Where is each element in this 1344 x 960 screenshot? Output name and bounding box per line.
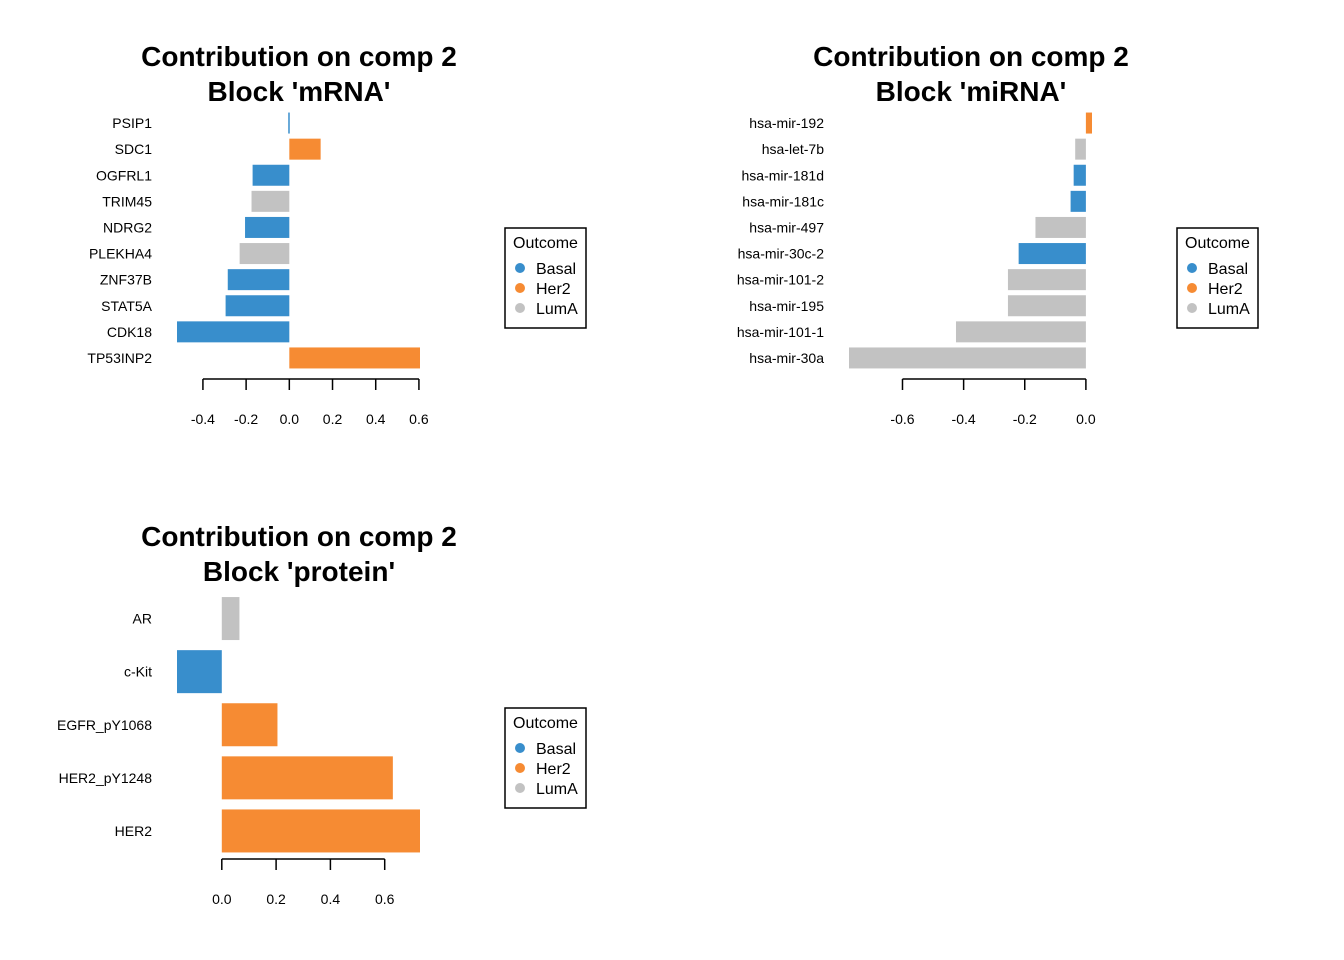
bar-TRIM45 — [251, 190, 290, 212]
legend-label: LumA — [1208, 301, 1250, 318]
bar-hsa-let-7b — [1075, 138, 1086, 160]
bar-HER2 — [221, 809, 420, 853]
x-tick-label: 0.0 — [212, 891, 232, 907]
bar-EGFR_pY1068 — [221, 703, 278, 747]
bar-hsa-mir-181c — [1070, 190, 1086, 212]
legend-label: Her2 — [536, 761, 571, 778]
bar-c-Kit — [177, 650, 222, 694]
category-label: CDK18 — [107, 324, 152, 340]
legend-label: LumA — [536, 781, 578, 798]
bar-AR — [221, 597, 240, 641]
legend-title: Outcome — [513, 235, 578, 252]
bar-ZNF37B — [227, 269, 290, 291]
x-tick-label: 0.2 — [266, 891, 286, 907]
x-tick-label: -0.4 — [191, 411, 215, 427]
category-label: hsa-mir-30a — [749, 350, 824, 366]
chart-title-line-2: Block 'mRNA' — [208, 76, 391, 107]
bar-hsa-mir-195 — [1007, 295, 1086, 317]
legend-label: Her2 — [1208, 281, 1243, 298]
bar-hsa-mir-181d — [1073, 164, 1086, 186]
chart-title-line-2: Block 'miRNA' — [876, 76, 1067, 107]
bar-hsa-mir-101-2 — [1007, 269, 1086, 291]
legend-label: Basal — [536, 741, 576, 758]
bar-TP53INP2 — [289, 347, 420, 369]
legend-label: Her2 — [536, 281, 571, 298]
category-label: hsa-mir-181c — [742, 193, 824, 209]
category-label: STAT5A — [101, 298, 152, 314]
category-label: EGFR_pY1068 — [57, 717, 152, 733]
bar-hsa-mir-497 — [1035, 216, 1086, 238]
bar-HER2_pY1248 — [221, 756, 393, 800]
chart-title-line-1: Contribution on comp 2 — [141, 521, 457, 552]
category-label: hsa-mir-101-2 — [737, 272, 824, 288]
panel-mrna: Contribution on comp 2 Block 'mRNA' PSIP1 S… — [87, 41, 587, 427]
category-label: NDRG2 — [103, 219, 152, 235]
panel-protein: Contribution on comp 2 Block 'protein' AR c… — [57, 521, 587, 907]
x-tick-label: 0.4 — [366, 411, 386, 427]
legend-box — [1176, 227, 1259, 329]
x-tick-label: 0.0 — [280, 411, 300, 427]
bar-PSIP1 — [288, 112, 290, 134]
category-label: AR — [133, 611, 152, 627]
bar-hsa-mir-30a — [849, 347, 1086, 369]
legend-title: Outcome — [1185, 235, 1250, 252]
category-label: ZNF37B — [100, 272, 152, 288]
category-label: PSIP1 — [112, 115, 152, 131]
category-label: SDC1 — [115, 141, 153, 157]
category-label: HER2_pY1248 — [59, 770, 153, 786]
x-tick-label: 0.0 — [1076, 411, 1096, 427]
category-label: TP53INP2 — [87, 350, 152, 366]
category-label: hsa-mir-497 — [749, 219, 824, 235]
legend-marker-luma — [515, 303, 525, 313]
bar-STAT5A — [225, 295, 290, 317]
category-label: TRIM45 — [102, 193, 152, 209]
x-tick-label: 0.6 — [375, 891, 395, 907]
category-label: c-Kit — [124, 664, 152, 680]
x-tick-label: -0.2 — [234, 411, 258, 427]
x-tick-label: 0.2 — [323, 411, 343, 427]
legend-label: Basal — [536, 261, 576, 278]
bar-NDRG2 — [245, 216, 290, 238]
bar-SDC1 — [289, 138, 321, 160]
bar-hsa-mir-192 — [1085, 112, 1092, 134]
category-label: HER2 — [115, 823, 153, 839]
legend-marker-her2 — [515, 763, 525, 773]
chart-title-line-1: Contribution on comp 2 — [141, 41, 457, 72]
legend-marker-her2 — [1187, 283, 1197, 293]
category-label: hsa-mir-101-1 — [737, 324, 824, 340]
legend-marker-basal — [515, 743, 525, 753]
category-label: hsa-mir-30c-2 — [738, 246, 825, 262]
legend-marker-luma — [1187, 303, 1197, 313]
x-tick-label: -0.4 — [952, 411, 976, 427]
bar-OGFRL1 — [252, 164, 290, 186]
category-label: OGFRL1 — [96, 167, 152, 183]
category-label: hsa-mir-181d — [742, 167, 824, 183]
category-label: hsa-mir-195 — [749, 298, 824, 314]
x-tick-label: -0.6 — [890, 411, 914, 427]
legend-label: LumA — [536, 301, 578, 318]
legend-marker-luma — [515, 783, 525, 793]
bar-CDK18 — [177, 321, 290, 343]
legend-marker-basal — [515, 263, 525, 273]
x-tick-label: -0.2 — [1013, 411, 1037, 427]
category-label: hsa-mir-192 — [749, 115, 824, 131]
bar-hsa-mir-30c-2 — [1018, 243, 1086, 265]
bar-PLEKHA4 — [239, 243, 290, 265]
panel-mirna: Contribution on comp 2 Block 'miRNA' hsa-m… — [737, 41, 1259, 427]
legend-marker-basal — [1187, 263, 1197, 273]
x-tick-label: 0.6 — [409, 411, 429, 427]
chart-title-line-1: Contribution on comp 2 — [813, 41, 1129, 72]
bar-hsa-mir-101-1 — [955, 321, 1086, 343]
legend-marker-her2 — [515, 283, 525, 293]
chart-title-line-2: Block 'protein' — [203, 556, 395, 587]
legend-title: Outcome — [513, 715, 578, 732]
x-tick-label: 0.4 — [321, 891, 341, 907]
category-label: hsa-let-7b — [762, 141, 824, 157]
legend-label: Basal — [1208, 261, 1248, 278]
category-label: PLEKHA4 — [89, 246, 152, 262]
